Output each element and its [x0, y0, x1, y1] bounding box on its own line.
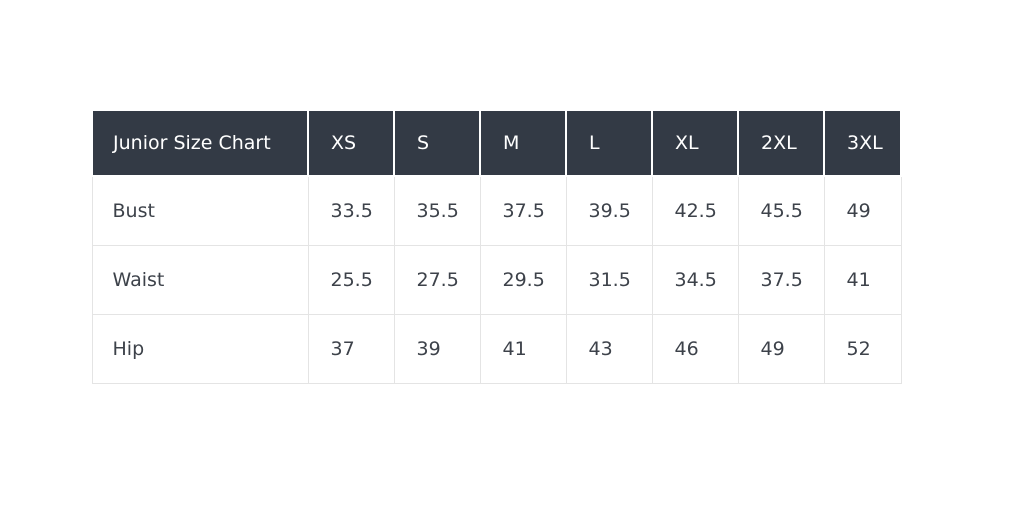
header-row: Junior Size Chart XS S M L XL 2XL 3XL — [91, 109, 902, 177]
waist-3xl-cell: 41 — [823, 244, 902, 315]
row-label-waist: Waist — [91, 244, 309, 315]
table-title-cell: Junior Size Chart — [91, 109, 309, 177]
column-header-l: L — [565, 109, 653, 177]
waist-xs-cell: 25.5 — [307, 244, 395, 315]
hip-xs-cell: 37 — [307, 313, 395, 384]
hip-m-cell: 41 — [479, 313, 567, 384]
column-header-3xl: 3XL — [823, 109, 902, 177]
column-header-2xl: 2XL — [737, 109, 825, 177]
waist-s-cell: 27.5 — [393, 244, 481, 315]
bust-xl-cell: 42.5 — [651, 175, 739, 246]
hip-s-cell: 39 — [393, 313, 481, 384]
column-header-xl: XL — [651, 109, 739, 177]
waist-m-cell: 29.5 — [479, 244, 567, 315]
bust-3xl-cell: 49 — [823, 175, 902, 246]
junior-size-chart-table: Junior Size Chart XS S M L XL 2XL 3XL Bu… — [91, 109, 902, 384]
bust-s-cell: 35.5 — [393, 175, 481, 246]
column-header-m: M — [479, 109, 567, 177]
bust-m-cell: 37.5 — [479, 175, 567, 246]
hip-3xl-cell: 52 — [823, 313, 902, 384]
column-header-s: S — [393, 109, 481, 177]
bust-l-cell: 39.5 — [565, 175, 653, 246]
waist-xl-cell: 34.5 — [651, 244, 739, 315]
table-row-bust: Bust 33.5 35.5 37.5 39.5 42.5 45.5 49 — [91, 175, 902, 246]
bust-xs-cell: 33.5 — [307, 175, 395, 246]
bust-2xl-cell: 45.5 — [737, 175, 825, 246]
hip-l-cell: 43 — [565, 313, 653, 384]
hip-xl-cell: 46 — [651, 313, 739, 384]
waist-l-cell: 31.5 — [565, 244, 653, 315]
row-label-hip: Hip — [91, 313, 309, 384]
hip-2xl-cell: 49 — [737, 313, 825, 384]
row-label-bust: Bust — [91, 175, 309, 246]
table-row-waist: Waist 25.5 27.5 29.5 31.5 34.5 37.5 41 — [91, 244, 902, 315]
column-header-xs: XS — [307, 109, 395, 177]
waist-2xl-cell: 37.5 — [737, 244, 825, 315]
table-row-hip: Hip 37 39 41 43 46 49 52 — [91, 313, 902, 384]
